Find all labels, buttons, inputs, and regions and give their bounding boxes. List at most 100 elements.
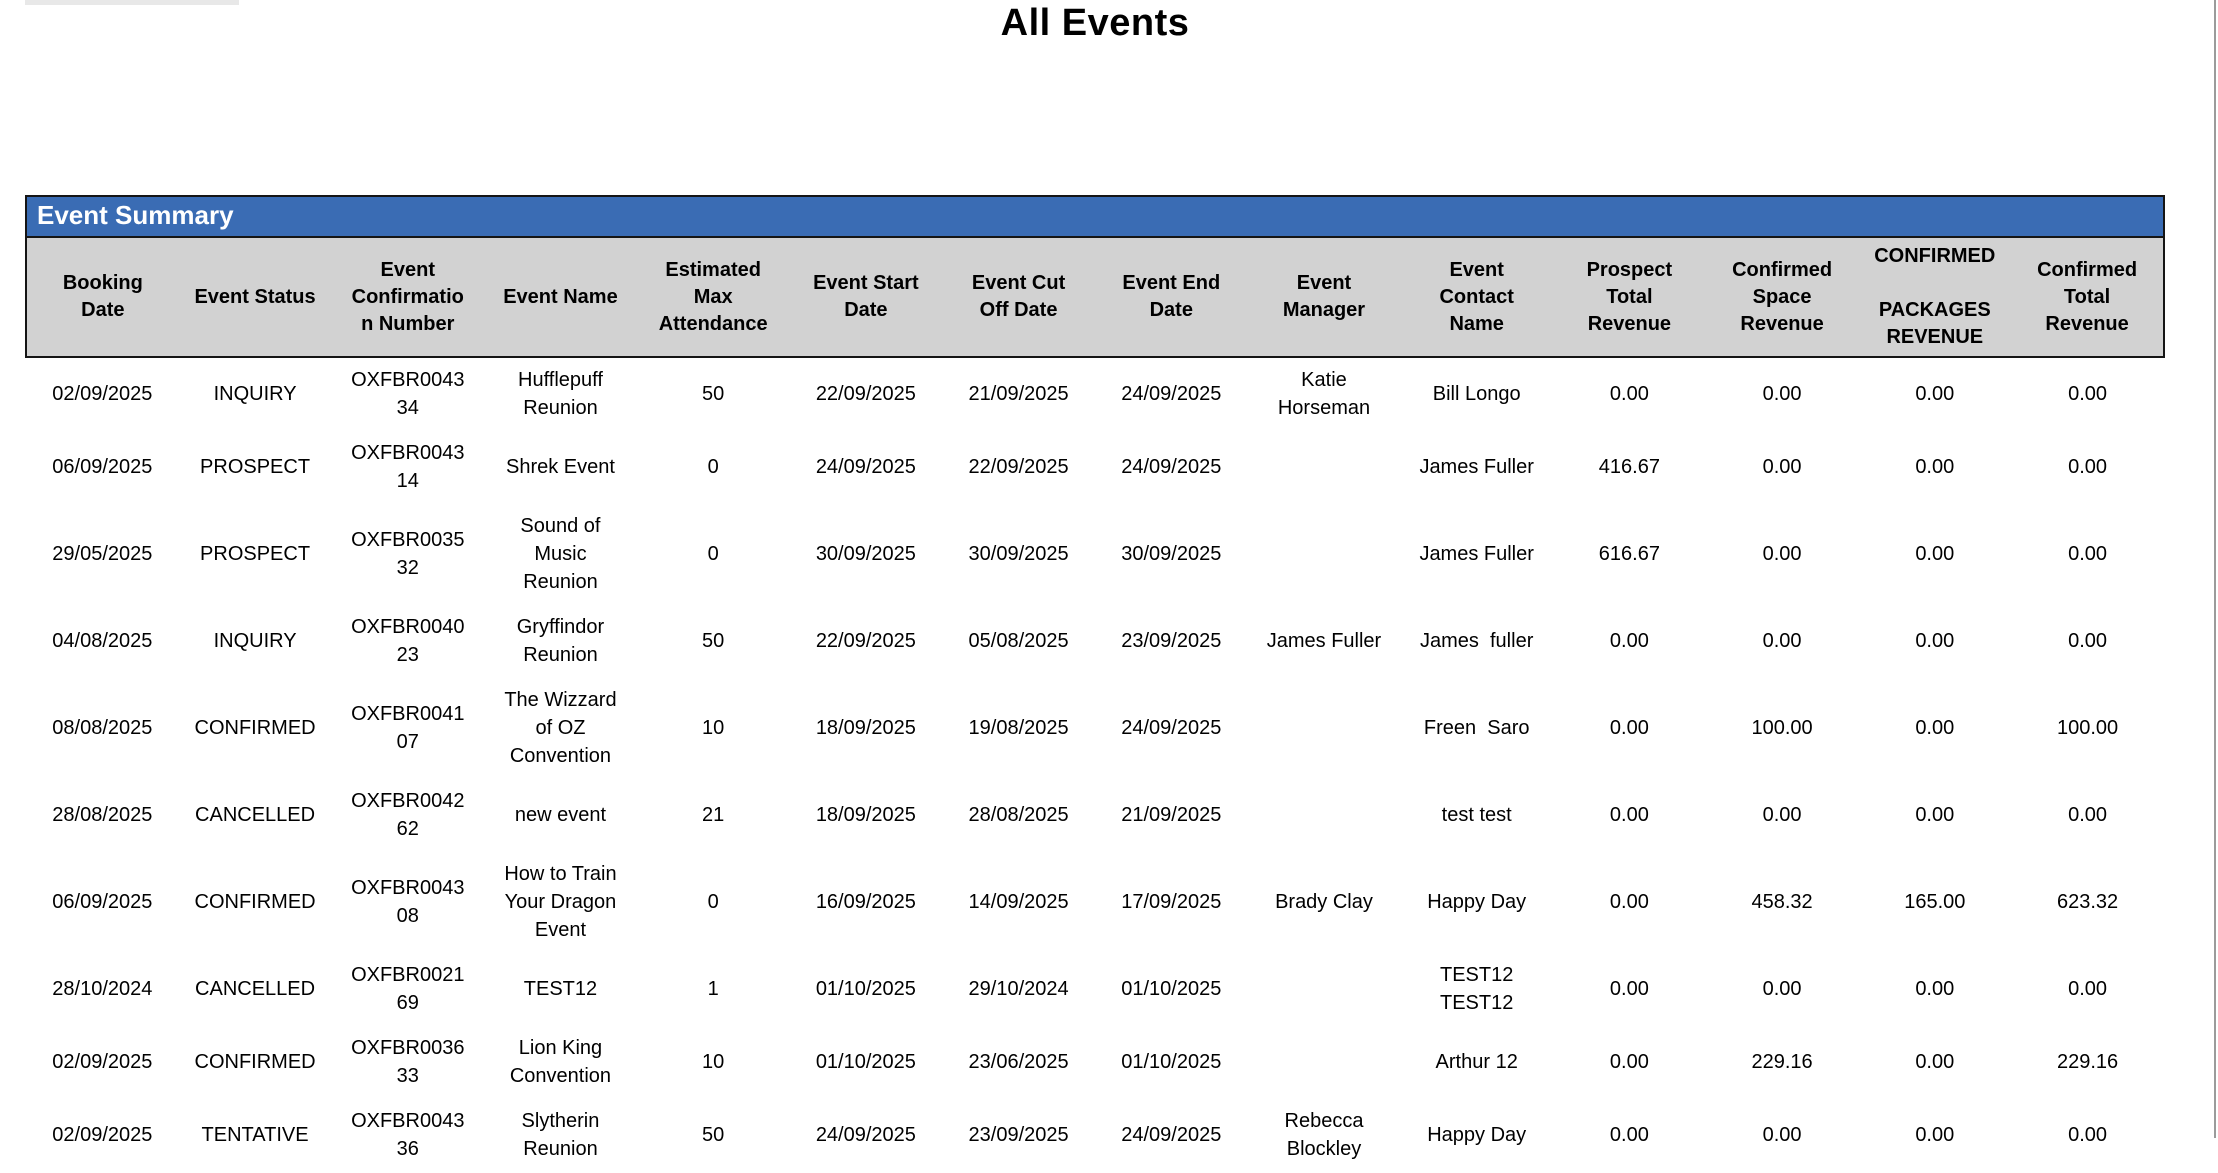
cell: 0.00: [1705, 605, 1859, 679]
section-header-bar: Event Summary: [25, 195, 2165, 238]
cell: 08/08/2025: [26, 678, 179, 780]
cell: new event: [484, 779, 637, 853]
cell: OXFBR0042 62: [331, 779, 485, 853]
cell: 0.00: [1553, 779, 1706, 853]
column-header-2: Event Status: [178, 238, 332, 358]
cell: 01/10/2025: [1094, 1026, 1248, 1100]
cell: 50: [636, 1099, 790, 1173]
cell: 0.00: [1553, 357, 1706, 432]
cell: 0.00: [1858, 953, 2012, 1027]
cell: 21/09/2025: [1094, 779, 1248, 853]
cell: Hufflepuff Reunion: [484, 357, 637, 432]
cell: 24/09/2025: [789, 1099, 943, 1173]
cell: 100.00: [1705, 678, 1859, 780]
cell: 0: [636, 852, 790, 954]
cell: [1247, 504, 1401, 606]
cell: 50: [636, 357, 790, 432]
cell: 22/09/2025: [942, 431, 1095, 505]
cell: 0.00: [1553, 1026, 1706, 1100]
cell: 0.00: [1705, 779, 1859, 853]
cell: 229.16: [1705, 1026, 1859, 1100]
cell: 0.00: [2011, 605, 2164, 679]
table-row: 28/08/2025 CANCELLED OXFBR0042 62 new event…: [26, 779, 2164, 853]
table-row: 02/09/2025 CONFIRMED OXFBR0036 33 Lion King…: [26, 1026, 2164, 1100]
cell: OXFBR0043 08: [331, 852, 485, 954]
column-header-3: Event Confirmatio n Number: [331, 238, 485, 358]
event-summary-table: Booking Date Event Status Event Confirmati…: [25, 238, 2165, 1173]
cell: CONFIRMED: [178, 1026, 332, 1100]
cell: 0.00: [1705, 431, 1859, 505]
cell: 0.00: [1858, 431, 2012, 505]
cell: Freen Saro: [1400, 678, 1554, 780]
cell: How to Train Your Dragon Event: [484, 852, 637, 954]
cell: Brady Clay: [1247, 852, 1401, 954]
cell: 16/09/2025: [789, 852, 943, 954]
cell: [1247, 779, 1401, 853]
column-header-4: Event Name: [484, 238, 637, 358]
column-header-9: Event Manager: [1247, 238, 1401, 358]
cell: 10: [636, 1026, 790, 1100]
cell: 50: [636, 605, 790, 679]
cell: 416.67: [1553, 431, 1706, 505]
cell: 22/09/2025: [789, 605, 943, 679]
cell: James Fuller: [1400, 504, 1554, 606]
cell: 24/09/2025: [1094, 1099, 1248, 1173]
cell: Sound of Music Reunion: [484, 504, 637, 606]
cell: 01/10/2025: [789, 953, 943, 1027]
cell: 0.00: [1553, 953, 1706, 1027]
cell: 10: [636, 678, 790, 780]
cell: 0.00: [1858, 779, 2012, 853]
cell: 28/10/2024: [26, 953, 179, 1027]
cell: 0.00: [1858, 504, 2012, 606]
cell: 0.00: [2011, 504, 2164, 606]
table-row: 28/10/2024 CANCELLED OXFBR0021 69 TEST12 1 01…: [26, 953, 2164, 1027]
cell: Rebecca Blockley: [1247, 1099, 1401, 1173]
cell: 0.00: [2011, 779, 2164, 853]
column-header-7: Event Cut Off Date: [942, 238, 1095, 358]
cell: 06/09/2025: [26, 852, 179, 954]
table-row: 02/09/2025 INQUIRY OXFBR0043 34 Hufflepuff …: [26, 357, 2164, 432]
cell: 0.00: [2011, 431, 2164, 505]
column-header-10: Event Contact Name: [1400, 238, 1554, 358]
column-header-12: Confirmed Space Revenue: [1705, 238, 1859, 358]
cell: 18/09/2025: [789, 678, 943, 780]
cell: 0.00: [2011, 953, 2164, 1027]
cell: Happy Day: [1400, 852, 1554, 954]
cell: CONFIRMED: [178, 852, 332, 954]
cell: PROSPECT: [178, 431, 332, 505]
cell: CANCELLED: [178, 953, 332, 1027]
cell: 23/09/2025: [942, 1099, 1095, 1173]
column-header-11: Prospect Total Revenue: [1553, 238, 1706, 358]
cell: TEST12 TEST12: [1400, 953, 1554, 1027]
cell: Bill Longo: [1400, 357, 1554, 432]
cell: Slytherin Reunion: [484, 1099, 637, 1173]
table-row: 29/05/2025 PROSPECT OXFBR0035 32 Sound of M…: [26, 504, 2164, 606]
cell: 01/10/2025: [789, 1026, 943, 1100]
cell: 28/08/2025: [26, 779, 179, 853]
cell: [1247, 431, 1401, 505]
table-row: 08/08/2025 CONFIRMED OXFBR0041 07 The Wizza…: [26, 678, 2164, 780]
cell: 21: [636, 779, 790, 853]
cell: 04/08/2025: [26, 605, 179, 679]
cell: OXFBR0021 69: [331, 953, 485, 1027]
cell: [1247, 953, 1401, 1027]
cell: TEST12: [484, 953, 637, 1027]
cell: 30/09/2025: [942, 504, 1095, 606]
cell: INQUIRY: [178, 357, 332, 432]
cell: OXFBR0040 23: [331, 605, 485, 679]
cell: 0.00: [1705, 357, 1859, 432]
cell: 0.00: [1858, 1026, 2012, 1100]
cell: 0.00: [1705, 953, 1859, 1027]
table-row: 04/08/2025 INQUIRY OXFBR0040 23 Gryffindor …: [26, 605, 2164, 679]
cell: Arthur 12: [1400, 1026, 1554, 1100]
cell: [1247, 1026, 1401, 1100]
cell: 06/09/2025: [26, 431, 179, 505]
event-summary-report: Event Summary Booking Date Event Status Ev…: [25, 195, 2165, 1173]
cell: 30/09/2025: [1094, 504, 1248, 606]
cell: CONFIRMED: [178, 678, 332, 780]
column-header-1: Booking Date: [25, 238, 179, 358]
cell: 0.00: [1553, 605, 1706, 679]
cell: Lion King Convention: [484, 1026, 637, 1100]
cell: 1: [636, 953, 790, 1027]
cell: Gryffindor Reunion: [484, 605, 637, 679]
